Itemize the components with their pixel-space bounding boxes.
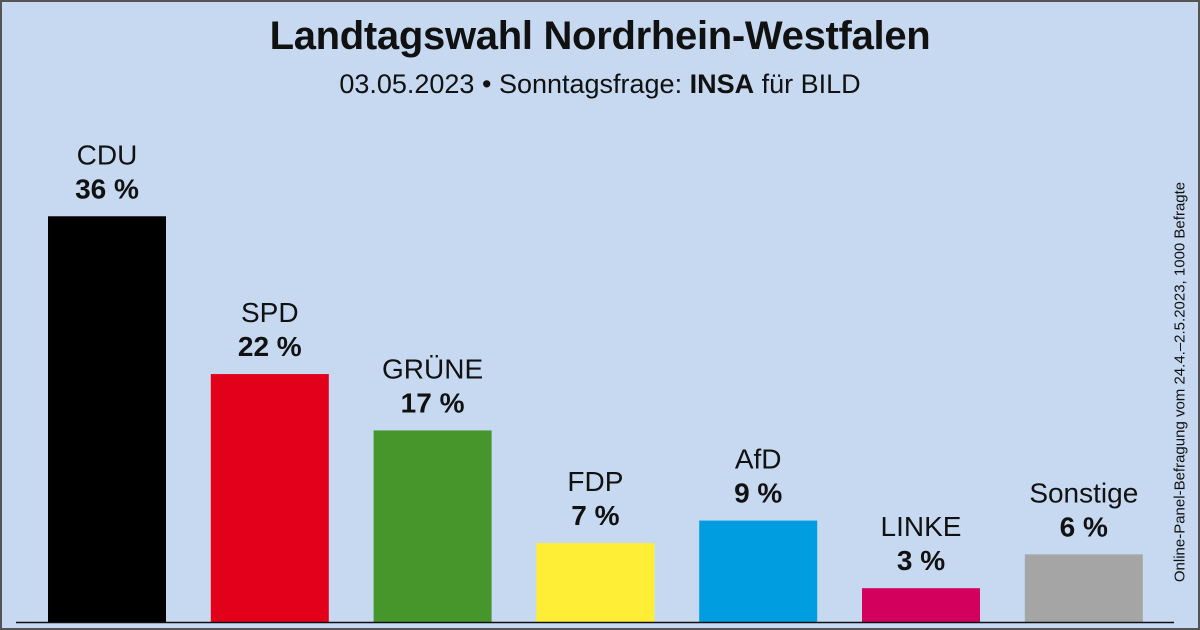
- poll-type: Sonntagsfrage:: [498, 69, 683, 99]
- value-label-gr-ne: 17 %: [401, 387, 465, 418]
- chart-title: Landtagswahl Nordrhein-Westfalen: [269, 14, 931, 58]
- poll-client: für BILD: [761, 69, 861, 99]
- party-label-fdp: FDP: [567, 466, 623, 497]
- bar-fdp: [536, 543, 655, 622]
- party-label-spd: SPD: [241, 297, 299, 328]
- bar-cdu: [48, 216, 166, 622]
- value-label-afd: 9 %: [734, 478, 782, 509]
- bar-linke: [862, 588, 980, 622]
- party-label-afd: AfD: [735, 444, 782, 475]
- value-label-spd: 22 %: [238, 331, 302, 362]
- bar-afd: [699, 520, 818, 622]
- bar-sonstige: [1024, 554, 1143, 622]
- value-label-fdp: 7 %: [571, 500, 619, 531]
- party-label-gr-ne: GRÜNE: [382, 353, 483, 384]
- party-label-sonstige: Sonstige: [1029, 477, 1138, 508]
- value-label-cdu: 36 %: [75, 173, 139, 204]
- party-label-linke: LINKE: [881, 511, 962, 542]
- value-label-linke: 3 %: [897, 545, 945, 576]
- bar-gr-ne: [373, 430, 492, 622]
- value-label-sonstige: 6 %: [1060, 511, 1108, 542]
- chart-subtitle: 03.05.2023 • Sonntagsfrage: INSA für BIL…: [2, 69, 1198, 100]
- bar-spd: [210, 374, 329, 622]
- party-label-cdu: CDU: [77, 139, 138, 170]
- subtitle-separator: •: [481, 69, 492, 99]
- poll-date: 03.05.2023: [339, 69, 475, 99]
- poll-methodology-note: Online-Panel-Befragung vom 24.4.–2.5.202…: [1171, 181, 1189, 583]
- poll-institute: INSA: [689, 69, 755, 99]
